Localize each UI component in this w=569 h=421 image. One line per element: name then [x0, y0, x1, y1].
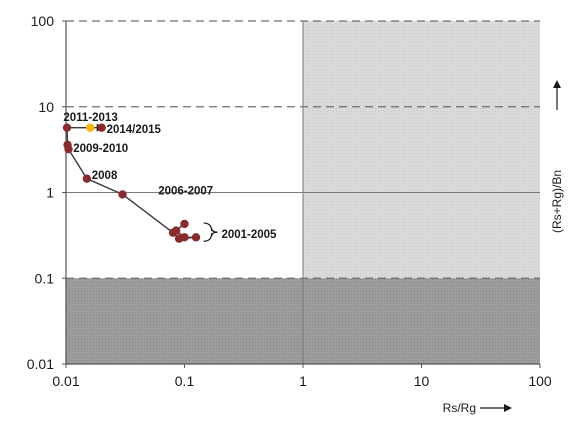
x-axis-title: Rs/Rg [443, 401, 476, 415]
data-point [180, 219, 189, 229]
data-point [82, 174, 92, 183]
data-point [97, 123, 106, 132]
annotation-label: 2006-2007 [158, 186, 213, 198]
data-point [191, 233, 201, 242]
shaded-region-upper-right [303, 21, 540, 279]
annotation-label: 2011-2013 [63, 112, 117, 124]
annotation-label: 2008 [92, 170, 118, 182]
x-axis-arrowhead [504, 404, 512, 412]
y-tick-label: 10 [38, 99, 54, 115]
bracket-2001-2005 [203, 222, 218, 242]
y-axis-title-group: (Rs+Rg)/Bn [550, 80, 564, 233]
x-axis-title-group: Rs/Rg [443, 401, 512, 415]
data-point [168, 228, 178, 237]
y-tick-label: 1 [46, 185, 54, 201]
data-point [174, 234, 184, 243]
annotation-label: 2014/2015 [107, 124, 162, 136]
x-tick-label: 0.1 [175, 373, 195, 389]
data-point [85, 123, 95, 132]
annotation-label: 2001-2005 [221, 229, 277, 241]
x-tick-label: 100 [528, 373, 552, 389]
data-point [62, 123, 72, 132]
x-tick-label: 1 [299, 373, 307, 389]
x-tick-label: 0.01 [52, 373, 79, 389]
annotation-label: 2009-2010 [73, 143, 128, 155]
y-tick-label: 0.01 [27, 356, 54, 372]
y-axis-title: (Rs+Rg)/Bn [550, 170, 564, 233]
y-tick-label: 100 [31, 13, 55, 29]
y-tick-label: 0.1 [35, 270, 55, 286]
data-point [63, 140, 72, 149]
data-point [118, 190, 127, 199]
x-tick-label: 10 [414, 373, 430, 389]
y-axis-arrowhead [553, 80, 561, 88]
